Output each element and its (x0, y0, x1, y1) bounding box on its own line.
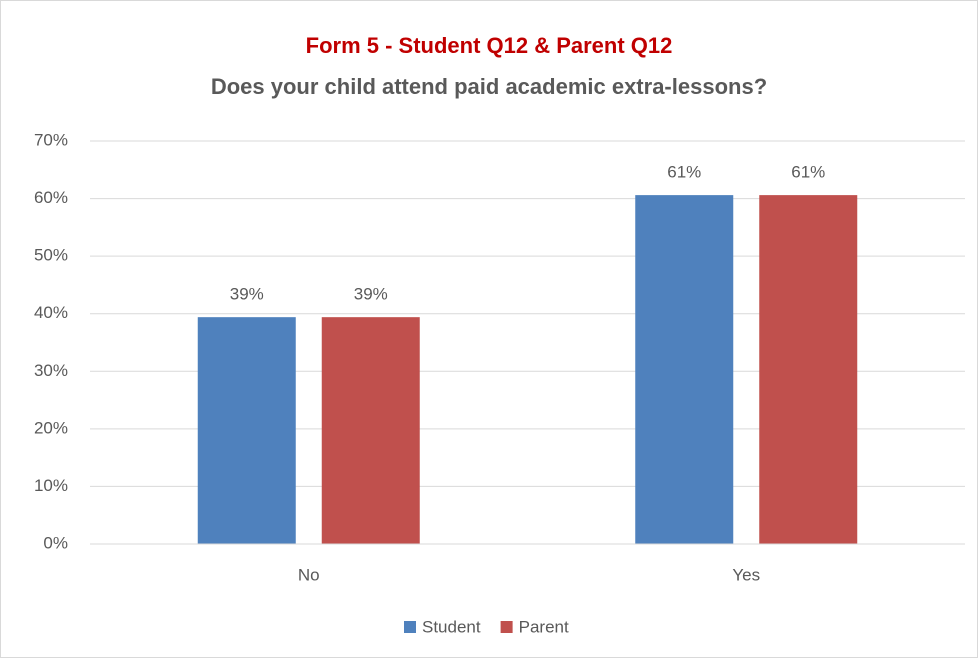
bar (635, 195, 734, 545)
y-tick-label: 0% (43, 533, 68, 552)
data-label: 61% (791, 163, 825, 182)
bar (759, 195, 858, 545)
bar (321, 317, 420, 544)
legend-swatch (500, 621, 513, 633)
y-tick-label: 70% (34, 130, 68, 149)
chart-title: Form 5 - Student Q12 & Parent Q12 (306, 33, 673, 58)
data-label: 61% (667, 163, 701, 182)
data-label: 39% (354, 285, 388, 304)
x-tick-label: Yes (732, 565, 760, 584)
y-tick-label: 50% (34, 246, 68, 265)
bar (197, 317, 296, 544)
legend-label: Student (422, 617, 481, 636)
legend-label: Parent (519, 617, 569, 636)
y-tick-label: 10% (34, 476, 68, 495)
y-tick-label: 60% (34, 188, 68, 207)
chart-subtitle: Does your child attend paid academic ext… (211, 74, 767, 99)
data-label: 39% (230, 285, 264, 304)
x-tick-label: No (298, 565, 320, 584)
y-tick-label: 40% (34, 303, 68, 322)
legend-swatch (404, 621, 416, 633)
y-tick-label: 20% (34, 418, 68, 437)
y-tick-label: 30% (34, 361, 68, 380)
